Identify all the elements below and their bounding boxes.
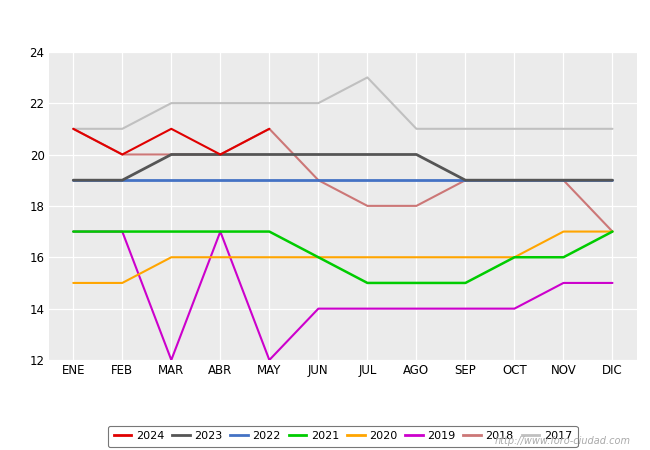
Text: Afiliados en Villares de Yeltes a 31/5/2024: Afiliados en Villares de Yeltes a 31/5/2… bbox=[151, 11, 499, 29]
Text: http://www.foro-ciudad.com: http://www.foro-ciudad.com bbox=[495, 436, 630, 446]
Legend: 2024, 2023, 2022, 2021, 2020, 2019, 2018, 2017: 2024, 2023, 2022, 2021, 2020, 2019, 2018… bbox=[108, 426, 578, 447]
